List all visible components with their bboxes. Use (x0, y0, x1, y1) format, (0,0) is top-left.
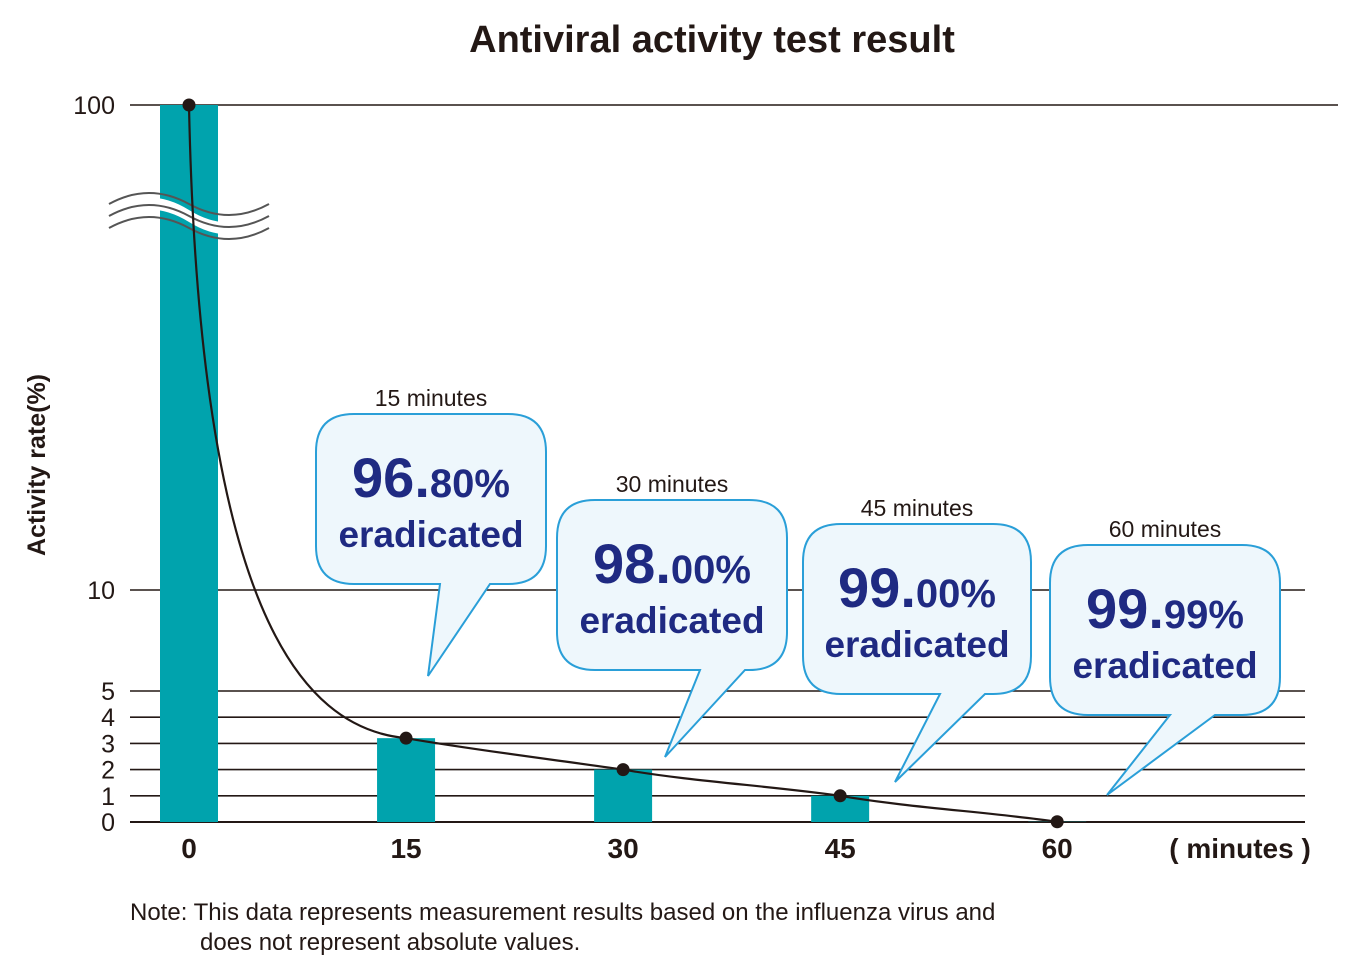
callout-time-label: 30 minutes (616, 471, 729, 497)
y-tick-label: 100 (73, 92, 115, 120)
callout-bubble (315, 413, 547, 677)
note-line-2: does not represent absolute values. (200, 929, 580, 956)
callout-eradicated: eradicated (579, 600, 764, 641)
y-axis-label: Activity rate(%) (23, 374, 51, 556)
axis-break-line (108, 216, 270, 240)
axis-break (108, 192, 270, 240)
x-axis-unit-label: ( minutes ) (1169, 833, 1311, 864)
callout-percent-main: 99. (1086, 577, 1164, 640)
x-tick-labels: 0 15 30 45 60 (181, 833, 1073, 864)
y-tick-label: 0 (101, 809, 115, 837)
x-tick-label: 45 (825, 833, 856, 864)
axis-break-line (108, 192, 270, 216)
callout-eradicated: eradicated (1072, 645, 1257, 686)
callout-percent: 99.00% (838, 556, 996, 619)
y-tick-label: 4 (101, 704, 115, 732)
y-tick-label: 3 (101, 730, 115, 758)
callout-percent: 98.00% (593, 532, 751, 595)
callout-bubble (556, 499, 788, 758)
data-point (616, 763, 630, 777)
callout-percent-decimal: 00% (671, 548, 751, 592)
callout-percent: 96.80% (352, 446, 510, 509)
callout: 15 minutes 96.80% eradicated (315, 385, 547, 677)
y-tick-label: 10 (87, 577, 115, 605)
data-point (399, 731, 413, 745)
data-point (1050, 815, 1064, 829)
decay-curve (182, 98, 1064, 829)
callout: 60 minutes 99.99% eradicated (1049, 516, 1281, 796)
bar (377, 738, 436, 822)
callout-percent-main: 99. (838, 556, 916, 619)
callout-eradicated: eradicated (824, 624, 1009, 665)
callout-time-label: 60 minutes (1109, 516, 1222, 542)
data-point (182, 98, 196, 112)
callout-bubble (1049, 544, 1281, 796)
chart-title: Antiviral activity test result (469, 19, 955, 61)
callout-percent: 99.99% (1086, 577, 1244, 640)
curve-line (187, 104, 1058, 823)
callout: 45 minutes 99.00% eradicated (802, 495, 1032, 783)
callout-eradicated: eradicated (338, 514, 523, 555)
callout-percent-decimal: 99% (1164, 593, 1244, 637)
callout-percent-main: 96. (352, 446, 430, 509)
x-tick-label: 30 (608, 833, 639, 864)
callout-percent-decimal: 80% (430, 462, 510, 506)
y-tick-label: 5 (101, 678, 115, 706)
bar (594, 769, 653, 822)
note-line-1: Note: This data represents measurement r… (130, 899, 995, 926)
x-tick-label: 15 (390, 833, 421, 864)
x-tick-label: 60 (1042, 833, 1073, 864)
callout-bubble (802, 523, 1032, 783)
callout-time-label: 45 minutes (861, 495, 974, 521)
y-tick-label: 1 (101, 783, 115, 811)
callout-percent-main: 98. (593, 532, 671, 595)
axis-break-line (108, 204, 270, 228)
x-tick-label: 0 (181, 833, 197, 864)
data-point (833, 789, 847, 803)
callout-percent-decimal: 00% (916, 572, 996, 616)
callout: 30 minutes 98.00% eradicated (556, 471, 788, 758)
y-tick-label: 2 (101, 757, 115, 785)
callout-time-label: 15 minutes (375, 385, 488, 411)
